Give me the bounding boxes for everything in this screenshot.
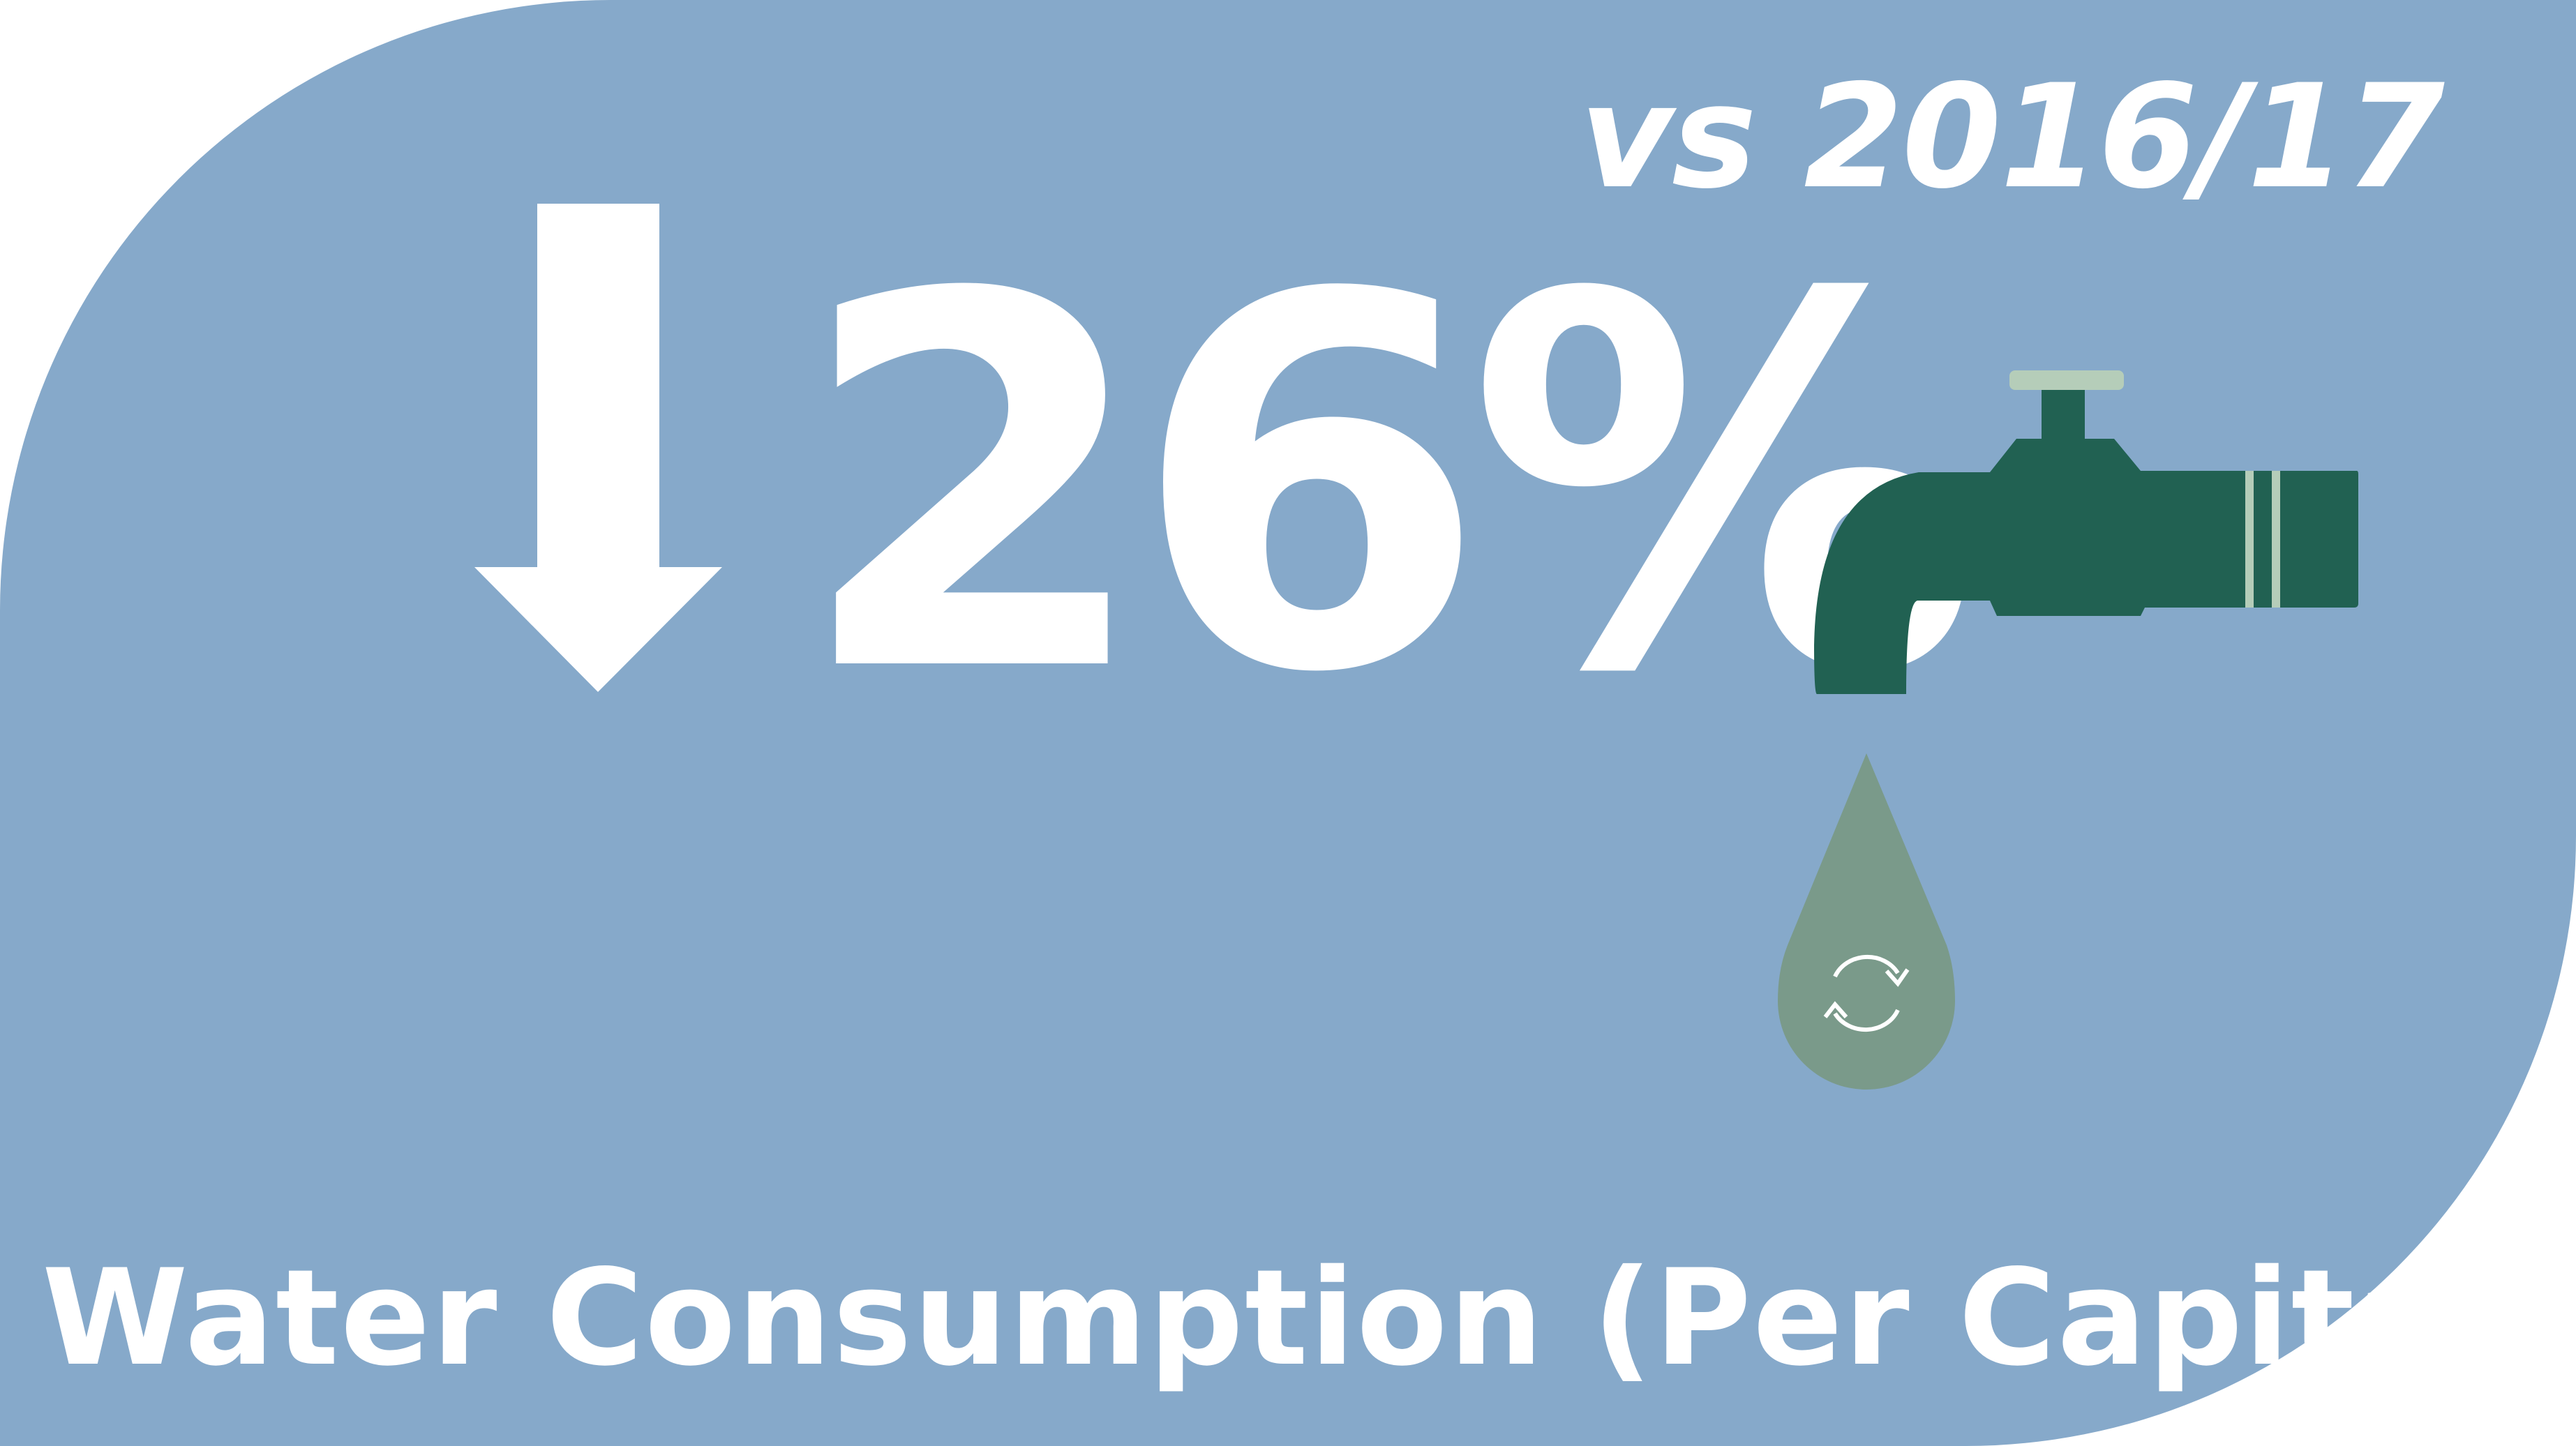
arrow-down-icon (474, 204, 722, 692)
comparison-period: vs 2016/17 (1580, 54, 2445, 220)
metric-caption: Water Consumption (Per Capita) (42, 1241, 2509, 1395)
percentage-value: 26% (795, 188, 1981, 785)
water-tap-icon (1814, 370, 2358, 694)
recycle-arrows-icon (1823, 954, 1910, 1032)
water-drop-icon (1778, 753, 1955, 1090)
